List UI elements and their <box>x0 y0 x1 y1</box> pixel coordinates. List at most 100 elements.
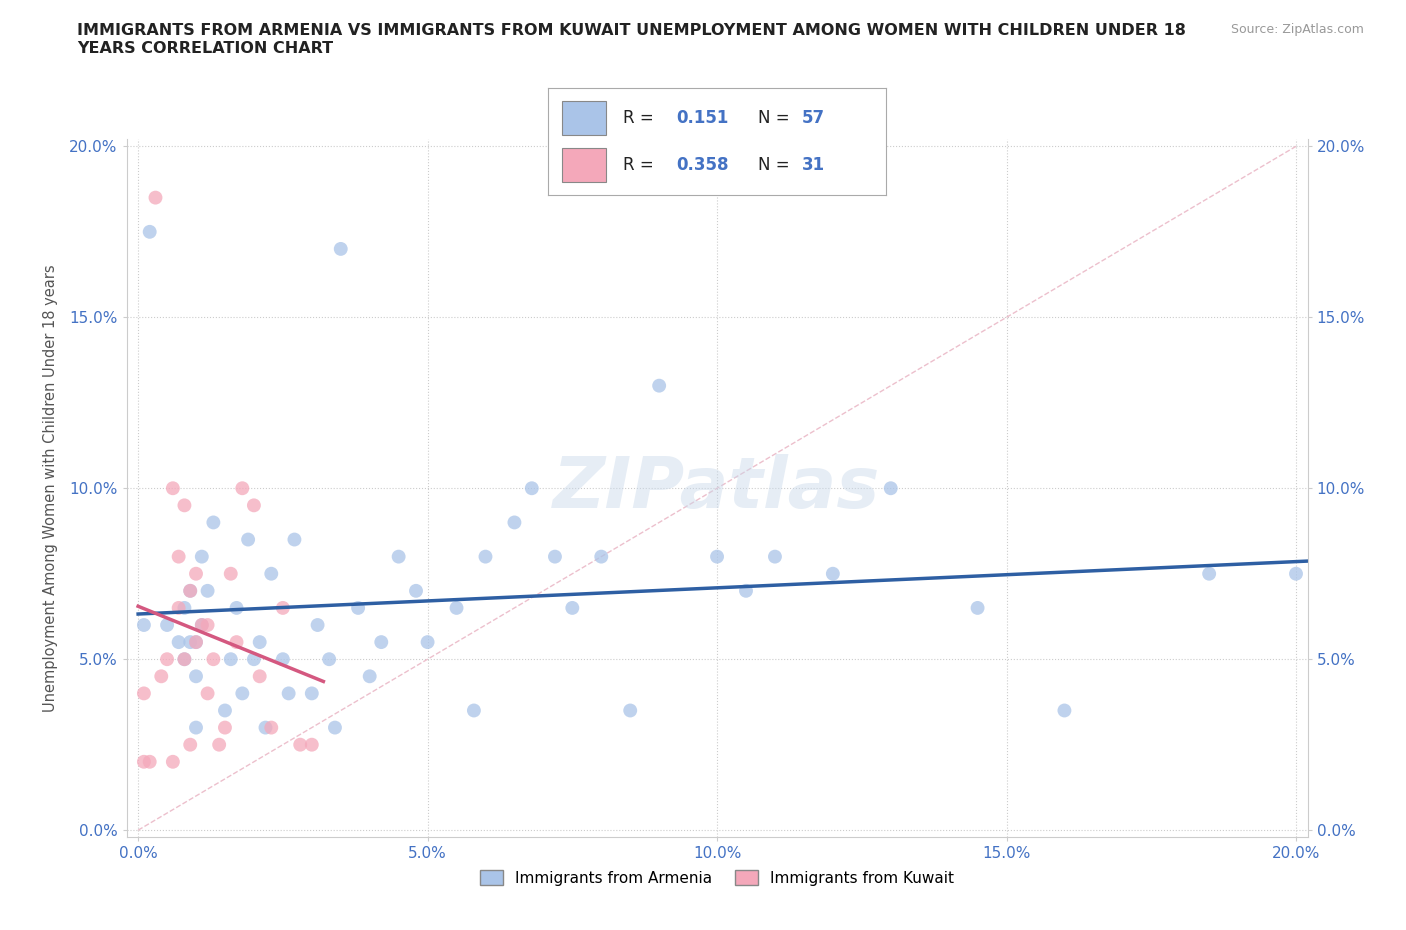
Text: Source: ZipAtlas.com: Source: ZipAtlas.com <box>1230 23 1364 36</box>
Point <box>197 686 219 701</box>
Point <box>184 720 207 735</box>
Point <box>138 224 160 239</box>
Point <box>370 634 392 649</box>
Point <box>243 652 266 667</box>
Point <box>260 566 283 581</box>
Point <box>1053 703 1076 718</box>
Point <box>179 583 201 598</box>
Point <box>167 601 190 616</box>
Point <box>231 481 253 496</box>
Point <box>173 601 195 616</box>
Point <box>214 720 236 735</box>
Point <box>249 669 271 684</box>
Point <box>648 379 671 393</box>
Point <box>197 618 219 632</box>
Point <box>283 532 305 547</box>
Point <box>561 601 583 616</box>
Point <box>277 686 299 701</box>
Text: ZIPatlas: ZIPatlas <box>554 454 880 523</box>
Point <box>416 634 439 649</box>
Point <box>202 652 225 667</box>
Point <box>219 566 242 581</box>
Point <box>236 532 259 547</box>
Point <box>318 652 340 667</box>
Point <box>446 601 468 616</box>
Point <box>301 686 323 701</box>
Point <box>197 583 219 598</box>
Point <box>179 634 201 649</box>
Point <box>271 601 294 616</box>
Point <box>184 566 207 581</box>
Point <box>162 754 184 769</box>
Point <box>290 737 312 752</box>
Point <box>162 481 184 496</box>
Point <box>463 703 485 718</box>
Point <box>173 652 195 667</box>
Text: 0.151: 0.151 <box>676 110 728 127</box>
Point <box>260 720 283 735</box>
Text: 57: 57 <box>801 110 824 127</box>
Point <box>591 550 613 565</box>
Point <box>225 634 247 649</box>
Text: R =: R = <box>623 156 658 174</box>
Point <box>388 550 411 565</box>
Point <box>405 583 427 598</box>
Point <box>184 634 207 649</box>
Point <box>1198 566 1220 581</box>
Point <box>243 498 266 512</box>
Point <box>156 618 179 632</box>
Point <box>821 566 844 581</box>
Point <box>254 720 277 735</box>
FancyBboxPatch shape <box>562 101 606 136</box>
FancyBboxPatch shape <box>562 148 606 182</box>
Point <box>307 618 329 632</box>
Point <box>150 669 173 684</box>
Y-axis label: Unemployment Among Women with Children Under 18 years: Unemployment Among Women with Children U… <box>44 264 58 712</box>
Legend: Immigrants from Armenia, Immigrants from Kuwait: Immigrants from Armenia, Immigrants from… <box>474 864 960 892</box>
Text: N =: N = <box>758 110 794 127</box>
Point <box>619 703 641 718</box>
Point <box>191 618 214 632</box>
Point <box>735 583 758 598</box>
Point <box>191 618 214 632</box>
Point <box>173 498 195 512</box>
Point <box>132 618 155 632</box>
Point <box>179 737 201 752</box>
Point <box>880 481 903 496</box>
Point <box>544 550 567 565</box>
Point <box>966 601 988 616</box>
Text: IMMIGRANTS FROM ARMENIA VS IMMIGRANTS FROM KUWAIT UNEMPLOYMENT AMONG WOMEN WITH : IMMIGRANTS FROM ARMENIA VS IMMIGRANTS FR… <box>77 23 1187 56</box>
Point <box>132 686 155 701</box>
Point <box>184 669 207 684</box>
Point <box>191 550 214 565</box>
Point <box>271 652 294 667</box>
Point <box>520 481 543 496</box>
Point <box>173 652 195 667</box>
Point <box>323 720 346 735</box>
Point <box>145 191 167 206</box>
Text: 0.358: 0.358 <box>676 156 730 174</box>
Point <box>347 601 370 616</box>
Point <box>249 634 271 649</box>
Point <box>225 601 247 616</box>
Point <box>301 737 323 752</box>
Point <box>359 669 381 684</box>
Text: 31: 31 <box>801 156 824 174</box>
Point <box>329 242 352 257</box>
Point <box>179 583 201 598</box>
Point <box>1285 566 1308 581</box>
Point <box>156 652 179 667</box>
Text: N =: N = <box>758 156 794 174</box>
Point <box>132 754 155 769</box>
Point <box>184 634 207 649</box>
Point <box>231 686 253 701</box>
Point <box>474 550 496 565</box>
Text: R =: R = <box>623 110 658 127</box>
Point <box>208 737 231 752</box>
Point <box>202 515 225 530</box>
Point <box>706 550 728 565</box>
Point <box>214 703 236 718</box>
Point <box>503 515 526 530</box>
Point <box>138 754 160 769</box>
Point <box>167 634 190 649</box>
